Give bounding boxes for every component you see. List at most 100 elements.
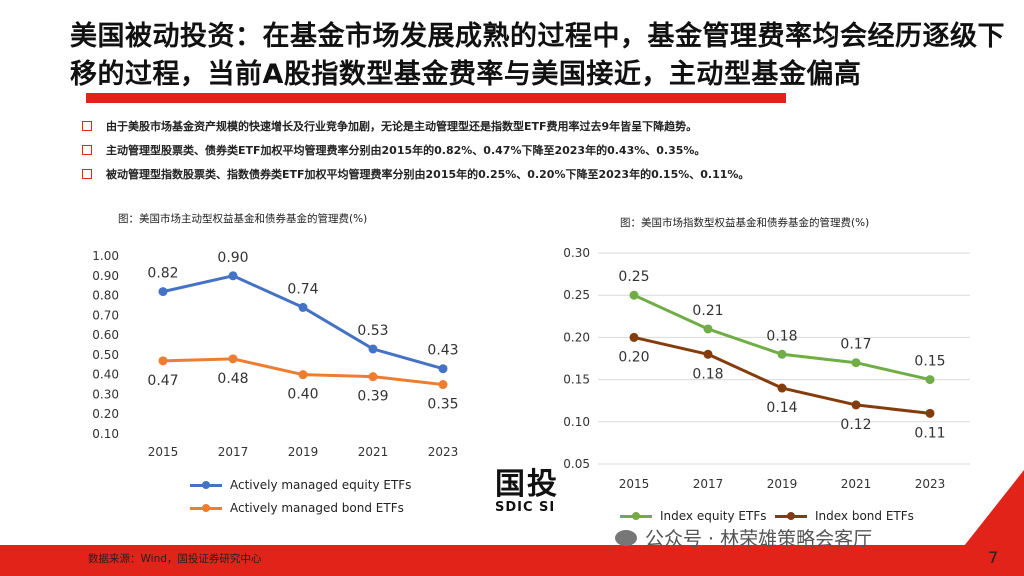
y-tick-label: 0.60 (92, 328, 119, 342)
x-tick-label: 2019 (767, 477, 798, 491)
legend-item-index-equity: Index equity ETFs (620, 509, 766, 523)
data-point (777, 349, 787, 359)
data-label: 0.11 (914, 425, 945, 441)
bullet-text: 被动管理型指数股票类、指数债券类ETF加权平均管理费率分别由2015年的0.25… (106, 168, 750, 181)
y-tick-label: 0.50 (92, 348, 119, 362)
data-point (851, 358, 861, 368)
data-point (298, 302, 308, 312)
data-label: 0.20 (618, 349, 649, 365)
legend-item-index-bond: Index bond ETFs (775, 509, 914, 523)
x-tick-label: 2023 (428, 445, 459, 459)
data-point (777, 383, 787, 393)
wechat-icon (615, 529, 637, 546)
data-label: 0.74 (287, 281, 318, 297)
legend-swatch (620, 510, 652, 522)
logo-en: SDIC SI (495, 500, 556, 515)
data-label: 0.90 (217, 250, 248, 266)
data-point (368, 372, 378, 382)
data-point (228, 271, 238, 281)
y-tick-label: 0.90 (92, 269, 119, 283)
legend-item-active-equity: Actively managed equity ETFs (190, 478, 411, 492)
y-tick-label: 0.20 (563, 330, 590, 344)
data-label: 0.47 (147, 373, 178, 389)
data-label: 0.53 (357, 323, 388, 339)
data-label: 0.25 (618, 269, 649, 285)
x-tick-label: 2015 (148, 445, 179, 459)
bullet-text: 由于美股市场基金资产规模的快速增长及行业竞争加剧，无论是主动管理型还是指数型ET… (106, 120, 698, 133)
data-point (368, 344, 378, 354)
legend-label: Actively managed bond ETFs (230, 501, 404, 515)
checkbox-bullet-icon (82, 169, 92, 179)
data-label: 0.21 (692, 303, 723, 319)
data-point (703, 324, 713, 334)
x-tick-label: 2019 (288, 445, 319, 459)
title-underline (86, 93, 786, 103)
data-label: 0.15 (914, 354, 945, 370)
data-label: 0.12 (840, 417, 871, 433)
legend-swatch (190, 479, 222, 491)
y-tick-label: 0.70 (92, 308, 119, 322)
data-label: 0.48 (217, 371, 248, 387)
bullet-list: 由于美股市场基金资产规模的快速增长及行业竞争加剧，无论是主动管理型还是指数型ET… (82, 114, 1002, 186)
y-tick-label: 0.30 (92, 387, 119, 401)
data-label: 0.18 (692, 366, 723, 382)
data-source: 数据来源：Wind，国投证券研究中心 (88, 553, 262, 565)
y-tick-label: 0.40 (92, 368, 119, 382)
y-tick-label: 0.80 (92, 289, 119, 303)
x-tick-label: 2017 (218, 445, 249, 459)
y-tick-label: 0.20 (92, 407, 119, 421)
bullet-item: 被动管理型指数股票类、指数债券类ETF加权平均管理费率分别由2015年的0.25… (82, 162, 1002, 186)
data-point (158, 356, 168, 366)
x-tick-label: 2021 (358, 445, 389, 459)
data-label: 0.18 (766, 328, 797, 344)
legend-swatch (775, 510, 807, 522)
y-tick-label: 0.30 (563, 246, 590, 260)
watermark: 公众号 · 林荣雄策略会客厅 (615, 524, 872, 551)
data-label: 0.35 (427, 397, 458, 413)
y-tick-label: 0.10 (563, 415, 590, 429)
x-tick-label: 2023 (915, 477, 946, 491)
data-point (298, 370, 308, 380)
data-label: 0.39 (357, 389, 388, 405)
page-number: 7 (988, 548, 999, 567)
chart-title-index: 图：美国市场指数型权益基金和债券基金的管理费(%) (620, 217, 870, 229)
watermark-text: 公众号 · 林荣雄策略会客厅 (645, 528, 873, 550)
legend-label: Actively managed equity ETFs (230, 478, 412, 492)
data-label: 0.14 (766, 400, 797, 416)
y-tick-label: 1.00 (92, 249, 119, 263)
data-point (629, 332, 639, 342)
legend-swatch (190, 502, 222, 514)
legend-label: Index bond ETFs (815, 509, 914, 523)
x-tick-label: 2017 (693, 477, 724, 491)
data-label: 0.43 (427, 343, 458, 359)
checkbox-bullet-icon (82, 145, 92, 155)
y-tick-label: 0.05 (563, 457, 590, 471)
data-point (438, 364, 448, 374)
x-tick-label: 2015 (619, 477, 650, 491)
checkbox-bullet-icon (82, 121, 92, 131)
data-point (703, 349, 713, 359)
y-tick-label: 0.10 (92, 427, 119, 441)
data-label: 0.17 (840, 337, 871, 353)
data-label: 0.82 (147, 266, 178, 282)
data-point (851, 400, 861, 410)
bullet-text: 主动管理型股票类、债券类ETF加权平均管理费率分别由2015年的0.82%、0.… (106, 144, 706, 157)
bullet-item: 由于美股市场基金资产规模的快速增长及行业竞争加剧，无论是主动管理型还是指数型ET… (82, 114, 1002, 138)
legend-label: Index equity ETFs (660, 509, 767, 523)
y-tick-label: 0.25 (563, 288, 590, 302)
data-point (438, 380, 448, 390)
x-tick-label: 2021 (841, 477, 872, 491)
data-label: 0.40 (287, 387, 318, 403)
footer-bar (0, 545, 1024, 576)
bullet-item: 主动管理型股票类、债券类ETF加权平均管理费率分别由2015年的0.82%、0.… (82, 138, 1002, 162)
chart-title-active: 图：美国市场主动型权益基金和债券基金的管理费(%) (118, 213, 368, 225)
logo-cn: 国投 (495, 467, 559, 502)
data-point (629, 290, 639, 300)
legend-item-active-bond: Actively managed bond ETFs (190, 501, 404, 515)
data-point (228, 354, 238, 364)
page-title: 美国被动投资：在基金市场发展成熟的过程中，基金管理费率均会经历逐级下移的过程，当… (70, 21, 1005, 90)
data-point (925, 408, 935, 418)
y-tick-label: 0.15 (563, 373, 590, 387)
data-point (925, 375, 935, 385)
